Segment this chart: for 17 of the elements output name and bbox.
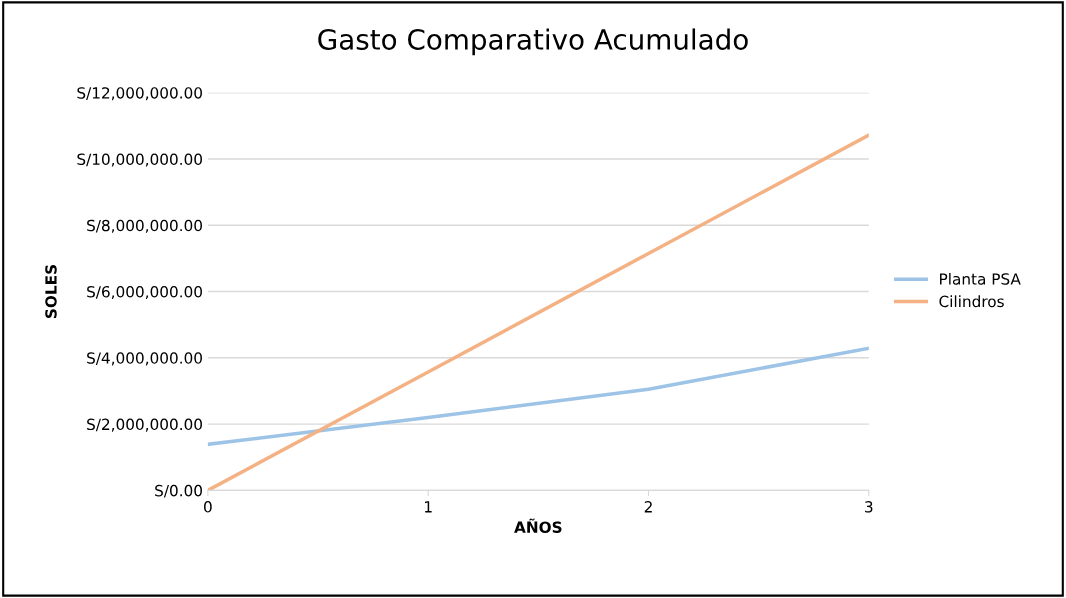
legend-label: Cilindros xyxy=(939,295,1004,308)
chart-title: Gasto Comparativo Acumulado xyxy=(318,28,748,56)
y-tick-label: S/4,000,000.00 xyxy=(87,352,202,366)
x-tick-label: 0 xyxy=(204,501,212,513)
y-tick-label: S/12,000,000.00 xyxy=(77,87,202,101)
x-axis-title: AÑOS xyxy=(514,518,562,533)
line-series xyxy=(207,346,869,447)
x-tick-label: 1 xyxy=(424,501,432,513)
x-tick-label: 2 xyxy=(644,501,652,513)
y-tick-label: S/6,000,000.00 xyxy=(87,285,202,300)
y-tick-label: S/8,000,000.00 xyxy=(87,219,202,233)
y-axis-title: SOLES xyxy=(45,265,57,319)
legend-label: Planta PSA xyxy=(940,272,1021,285)
x-tick-label: 3 xyxy=(865,501,873,513)
y-tick-label: S/0.00 xyxy=(155,484,202,498)
y-tick-label: S/10,000,000.00 xyxy=(77,153,202,167)
y-tick-label: S/2,000,000.00 xyxy=(87,418,202,432)
